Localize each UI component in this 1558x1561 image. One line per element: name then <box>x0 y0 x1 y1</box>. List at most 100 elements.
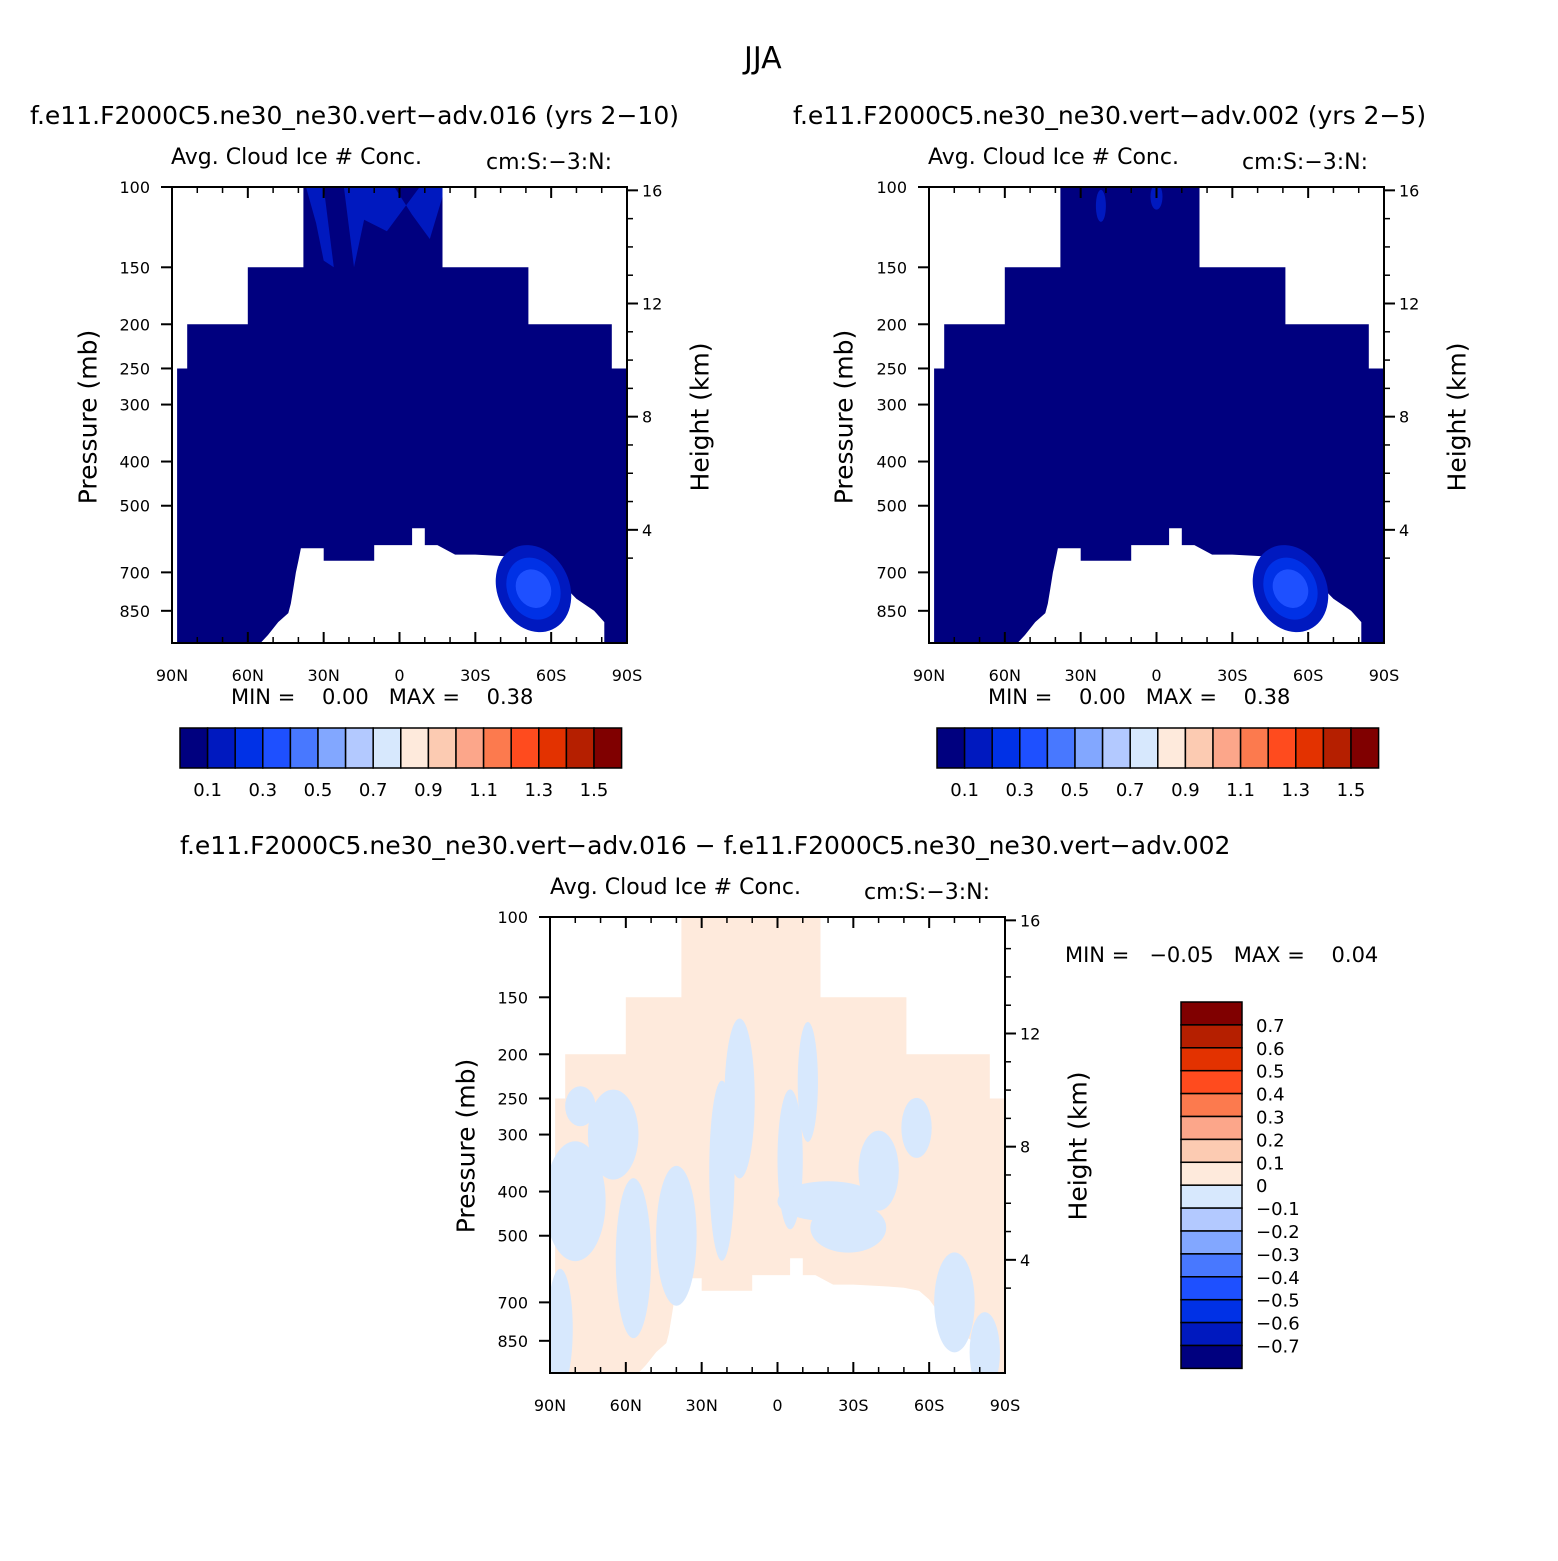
colorbar-box <box>1101 727 1131 769</box>
colorbar-box <box>1180 1298 1243 1324</box>
panel-2-subtitle-right: cm:S:−3:N: <box>1242 150 1369 175</box>
colorbar-label: −0.7 <box>1256 1337 1300 1358</box>
colorbar-label: 0.6 <box>1256 1039 1285 1060</box>
y-tick-label: 150 <box>497 988 528 1007</box>
panel-2-subtitle-left: Avg. Cloud Ice # Conc. <box>928 145 1179 170</box>
panel-3-min-max: MIN = −0.05 MAX = 0.04 <box>1065 943 1379 967</box>
negative-patch-6 <box>724 1018 755 1179</box>
negative-patch-12 <box>934 1252 975 1353</box>
negative-patch-11 <box>901 1097 932 1158</box>
colorbar-label: 0.1 <box>1256 1153 1285 1174</box>
y-tick-label: 400 <box>497 1183 528 1202</box>
y-tick-label: 500 <box>876 497 907 516</box>
panel-3-plot: 90N 60N 30N 0 30S 60S 90S 100 150 200 250 300 400 500… <box>497 908 1040 1415</box>
colorbar-box <box>179 727 209 769</box>
colorbar-box <box>1180 1253 1243 1278</box>
panel-1-subtitle-right: cm:S:−3:N: <box>486 150 613 175</box>
y-tick-label: 100 <box>119 178 150 197</box>
colorbar-label: 0.2 <box>1256 1130 1285 1151</box>
negative-patch-15 <box>797 1021 818 1142</box>
y-tick-label: 200 <box>119 315 150 334</box>
x-tick-label: 90S <box>612 666 643 685</box>
x-tick-label: 90N <box>534 1396 566 1415</box>
y-tick-label: 300 <box>119 396 150 415</box>
colorbar-label: 0.5 <box>1256 1062 1285 1083</box>
y-tick-label: 200 <box>497 1045 528 1064</box>
colorbar-label: 1.1 <box>469 780 498 801</box>
panel-1-plot: 90N 60N 30N 0 30S 60S 90S 100 150 200 250 300 400 500… <box>119 178 662 685</box>
colorbar-box <box>1180 1276 1243 1301</box>
x-tick-label: 30N <box>1065 666 1097 685</box>
negative-patch-2 <box>587 1089 639 1180</box>
colorbar-box <box>1180 1115 1243 1141</box>
y2-tick-label: 4 <box>1399 521 1409 540</box>
colorbar-box <box>565 727 595 769</box>
x-tick-label: 60S <box>1293 666 1324 685</box>
colorbar-box <box>1180 1001 1243 1026</box>
y2-tick-label: 12 <box>642 295 662 314</box>
y2-tick-label: 16 <box>1020 911 1040 930</box>
negative-patch-13 <box>969 1312 1000 1373</box>
colorbar-box <box>1180 1138 1243 1164</box>
y-tick-label: 850 <box>876 602 907 621</box>
y-tick-label: 700 <box>497 1293 528 1312</box>
x-tick-label: 60N <box>232 666 264 685</box>
panel-1-colorbar: 0.1 0.3 0.5 0.7 0.9 1.1 1.3 1.5 <box>179 727 623 801</box>
colorbar-label: −0.4 <box>1256 1268 1300 1289</box>
x-tick-label: 30S <box>460 666 491 685</box>
y-tick-label: 500 <box>119 497 150 516</box>
colorbar-label: 1.5 <box>1337 780 1366 801</box>
y-tick-label: 250 <box>119 359 150 378</box>
colorbar-box <box>1180 1069 1243 1095</box>
negative-patch-3 <box>615 1178 652 1339</box>
panel-2-colorbar: 0.1 0.3 0.5 0.7 0.9 1.1 1.3 1.5 <box>936 727 1380 801</box>
negative-patch-1 <box>550 1141 606 1262</box>
colorbar-box <box>1350 727 1380 769</box>
panel-1-subtitle-left: Avg. Cloud Ice # Conc. <box>171 145 422 170</box>
colorbar-box <box>372 727 402 769</box>
y2-tick-label: 8 <box>1020 1138 1030 1157</box>
colorbar-box <box>344 727 374 769</box>
y-tick-label: 850 <box>119 602 150 621</box>
colorbar-box <box>1157 727 1187 769</box>
colorbar-box <box>936 727 966 769</box>
colorbar-label: 0.3 <box>248 780 277 801</box>
y-tick-label: 400 <box>876 453 907 472</box>
colorbar-box <box>1180 1024 1243 1049</box>
y-tick-label: 100 <box>497 908 528 927</box>
x-tick-label: 90S <box>990 1396 1021 1415</box>
colorbar-box <box>1129 727 1159 769</box>
y2-tick-label: 12 <box>1020 1025 1040 1044</box>
colorbar-label: −0.3 <box>1256 1245 1300 1266</box>
colorbar-box <box>593 727 623 769</box>
x-tick-label: 90N <box>156 666 188 685</box>
panel-3-colorbar: 0.70.60.50.40.30.20.10−0.1−0.2−0.3−0.4−0… <box>1180 1001 1300 1370</box>
colorbar-box <box>1180 1161 1243 1186</box>
y-tick-label: 500 <box>497 1227 528 1246</box>
upper-patch-2 <box>1150 187 1163 210</box>
negative-patch-9 <box>810 1202 887 1253</box>
colorbar-box <box>1019 727 1049 769</box>
upper-patch-1 <box>306 187 334 268</box>
y-tick-label: 300 <box>876 396 907 415</box>
x-tick-label: 60S <box>536 666 567 685</box>
panel-1-min-max: MIN = 0.00 MAX = 0.38 <box>231 685 534 709</box>
colorbar-label: 0.7 <box>1256 1016 1285 1037</box>
colorbar-label: −0.5 <box>1256 1291 1300 1312</box>
y-tick-label: 100 <box>876 178 907 197</box>
y2-tick-label: 16 <box>642 181 662 200</box>
colorbar-label: 0.5 <box>1061 780 1090 801</box>
colorbar-box <box>482 727 512 769</box>
colorbar-box <box>1212 727 1242 769</box>
colorbar-box <box>1295 727 1325 769</box>
colorbar-label: 0.7 <box>359 780 388 801</box>
colorbar-label: 0.1 <box>950 780 979 801</box>
colorbar-label: 0.1 <box>193 780 222 801</box>
y-tick-label: 250 <box>876 359 907 378</box>
upper-patch-2 <box>343 187 443 268</box>
colorbar-box <box>991 727 1021 769</box>
colorbar-box <box>1074 727 1104 769</box>
colorbar-label: 1.3 <box>1281 780 1310 801</box>
colorbar-label: 0.4 <box>1256 1085 1285 1106</box>
